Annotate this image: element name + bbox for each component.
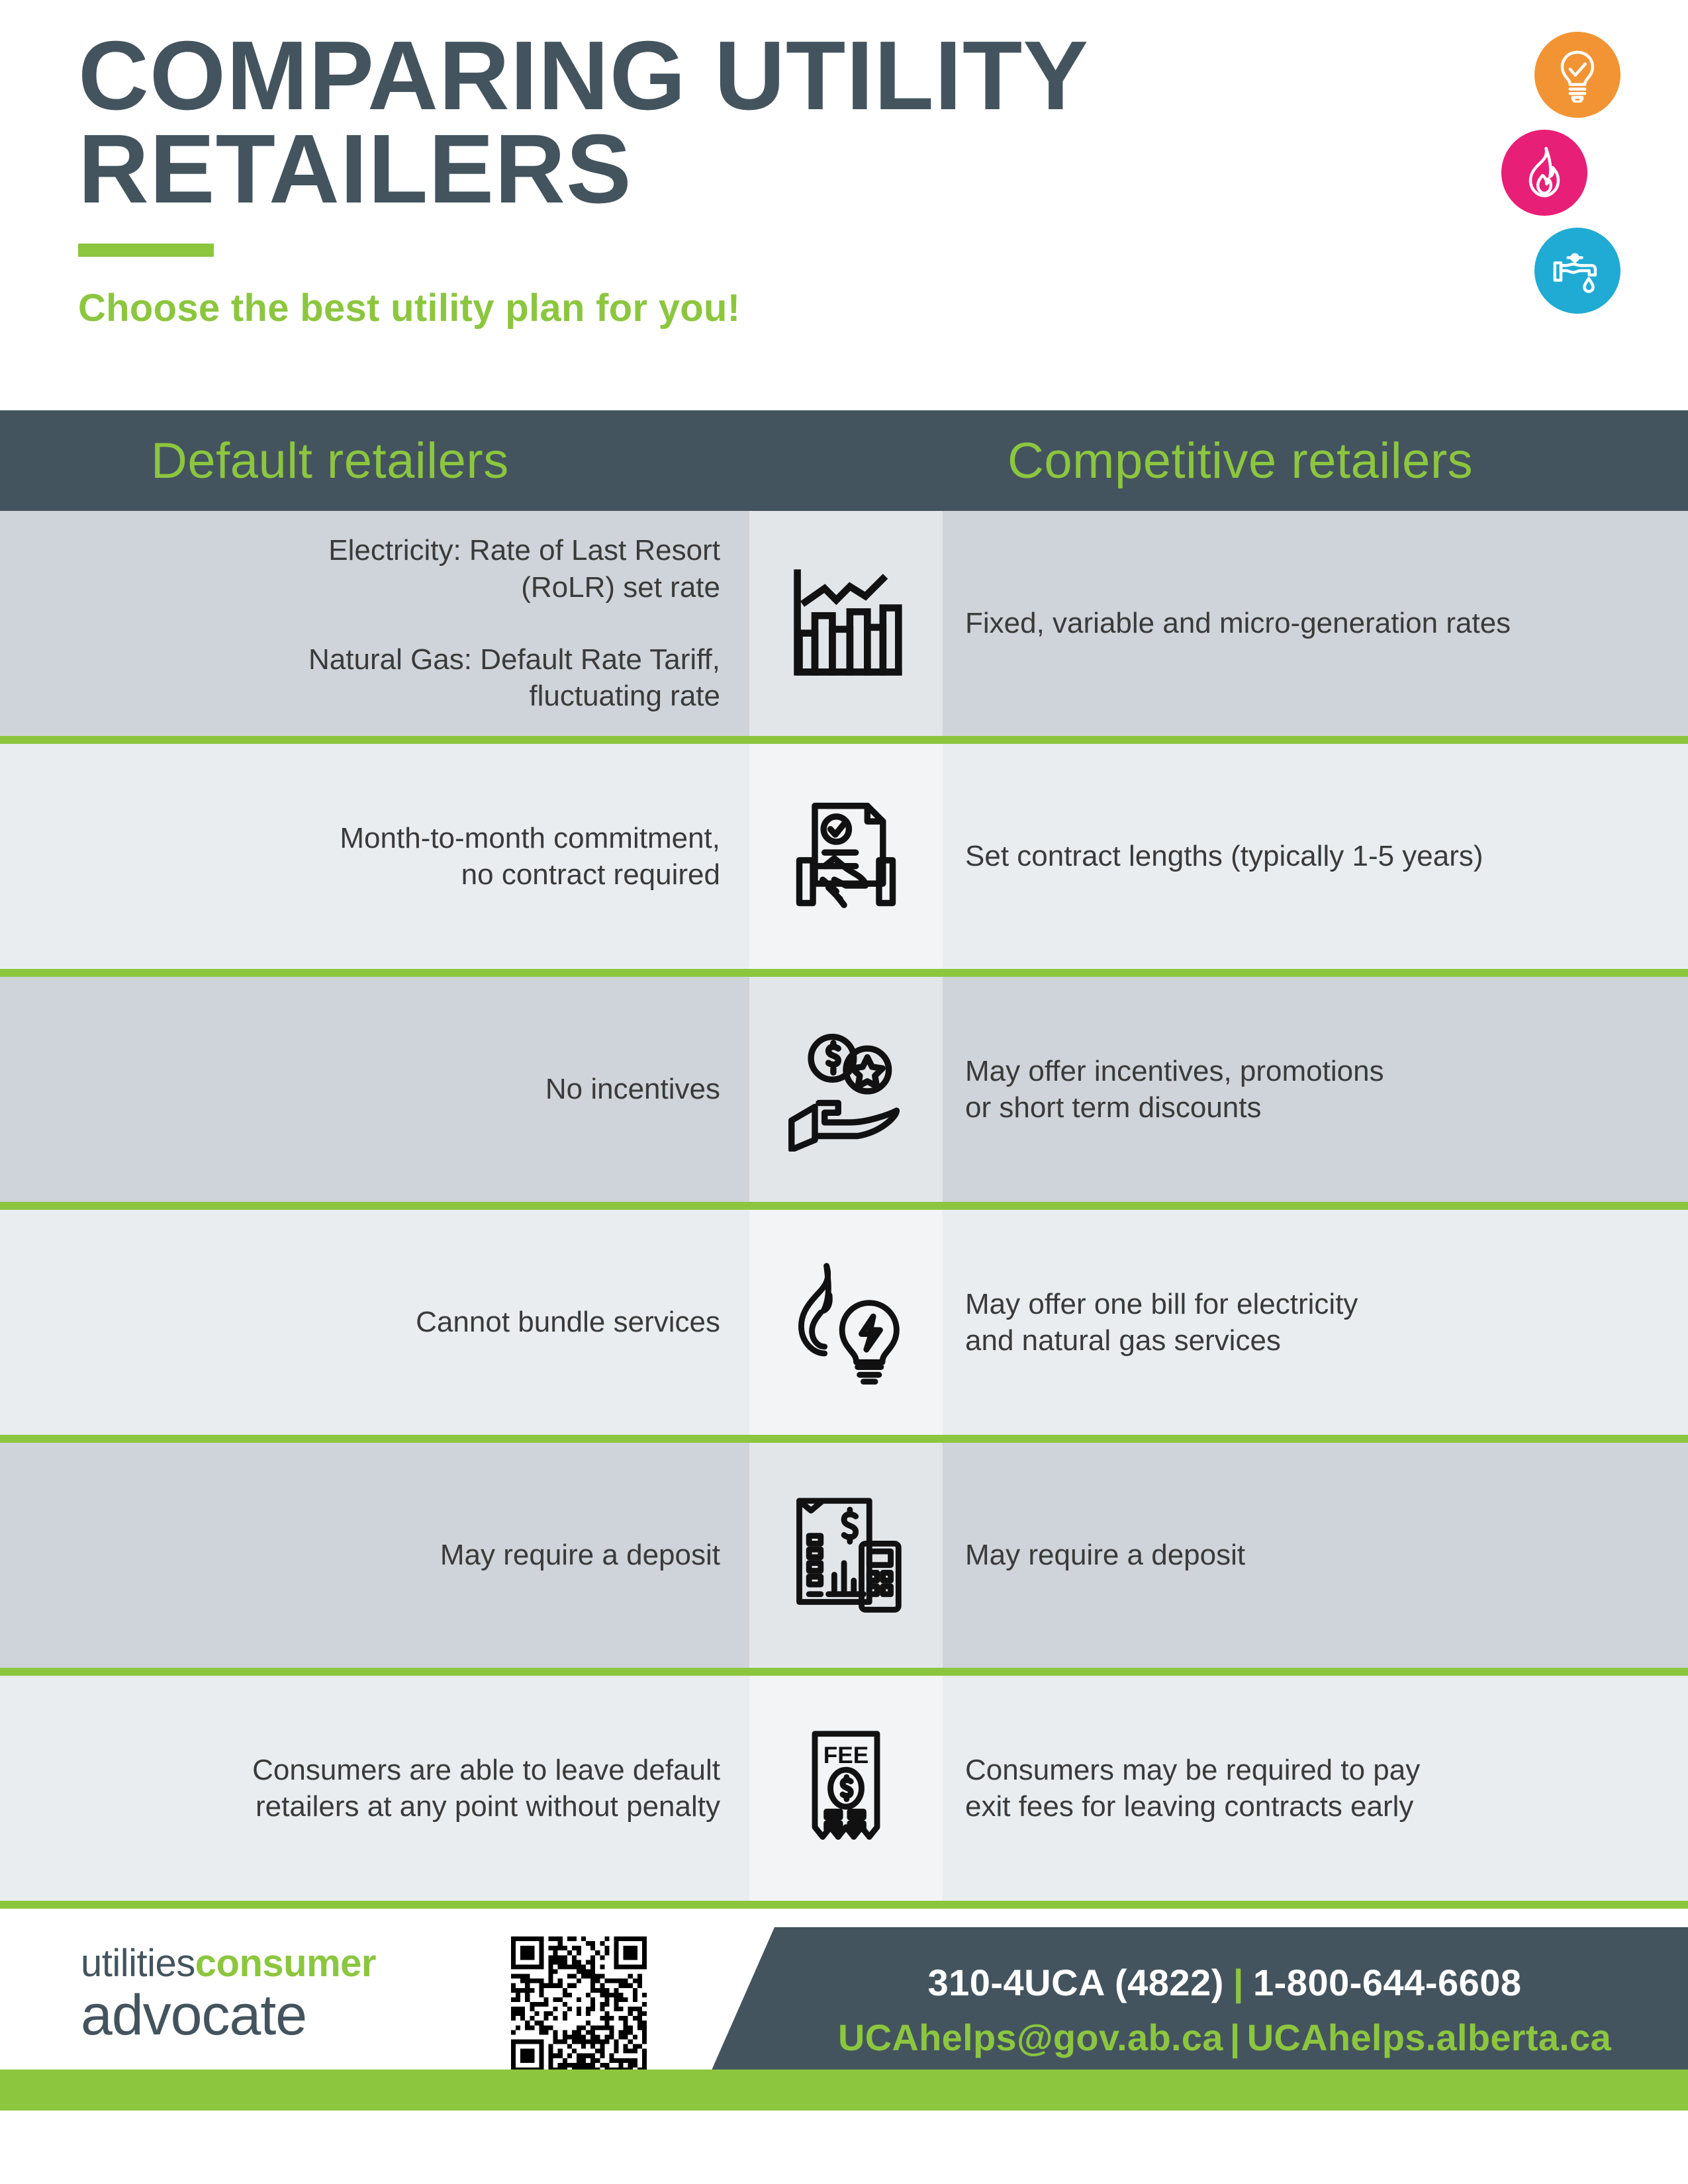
cell-text: Electricity: Rate of Last Resort (RoLR) … [328, 534, 720, 604]
web-separator: | [1229, 2017, 1241, 2058]
cell-text: Consumers may be required to pay exit fe… [965, 1753, 1421, 1823]
row-divider [0, 969, 1688, 977]
title-block: COMPARING UTILITY RETAILERS Choose the b… [78, 21, 1270, 330]
cell-text: Fixed, variable and micro-generation rat… [965, 607, 1511, 640]
cell-default-retailer: No incentives [0, 977, 749, 1202]
water-tap-icon [1534, 228, 1620, 314]
cell-competitive-retailer: Fixed, variable and micro-generation rat… [943, 511, 1688, 736]
cell-default-retailer: Month-to-month commitment, no contract r… [0, 744, 749, 969]
phone-toll-free[interactable]: 1-800-644-6608 [1253, 1962, 1522, 2003]
logo-word-utilities: utilities [81, 1942, 195, 1985]
contact-email[interactable]: UCAhelps@gov.ab.ca [837, 2017, 1223, 2058]
cell-text: May require a deposit [965, 1539, 1246, 1572]
flame-icon [1501, 130, 1587, 216]
cell-default-retailer: Consumers are able to leave default reta… [0, 1676, 749, 1901]
accent-bar [78, 244, 214, 257]
invoice-calculator-icon [749, 1443, 943, 1668]
phone-separator: | [1233, 1962, 1244, 2003]
table-row: May require a deposit May require a depo… [0, 1443, 1688, 1668]
contact-phone-line: 310-4UCA (4822) | 1-800-644-6608 [927, 1961, 1521, 2004]
lightbulb-check-icon [1534, 32, 1620, 118]
cell-competitive-retailer: May require a deposit [943, 1443, 1688, 1668]
table-row: No incentives May offer incentives, prom… [0, 977, 1688, 1202]
cell-default-retailer: Cannot bundle services [0, 1210, 749, 1435]
cell-competitive-retailer: May offer incentives, promotions or shor… [943, 977, 1688, 1202]
row-divider [0, 736, 1688, 744]
logo-word-advocate: advocate [81, 1983, 307, 2047]
page-footer: utilitiesconsumer advocate 310-4UCA (482… [0, 1909, 1688, 2111]
cell-text: Natural Gas: Default Rate Tariff, fluctu… [308, 643, 720, 713]
footer-bottom-bar [0, 2070, 1688, 2111]
phone-local[interactable]: 310-4UCA (4822) [927, 1962, 1224, 2003]
table-row: Electricity: Rate of Last Resort (RoLR) … [0, 511, 1688, 736]
cell-default-retailer: May require a deposit [0, 1443, 749, 1668]
table-row: Consumers are able to leave default reta… [0, 1676, 1688, 1901]
cell-competitive-retailer: Set contract lengths (typically 1-5 year… [943, 744, 1688, 969]
cell-competitive-retailer: May offer one bill for electricity and n… [943, 1210, 1688, 1435]
contact-website[interactable]: UCAhelps.alberta.ca [1246, 2017, 1612, 2058]
page-header: COMPARING UTILITY RETAILERS Choose the b… [0, 0, 1688, 410]
cell-text: Set contract lengths (typically 1-5 year… [965, 840, 1483, 873]
cell-text: May offer incentives, promotions or shor… [965, 1054, 1384, 1124]
hand-coins-star-icon [749, 977, 943, 1202]
cell-text: No incentives [545, 1073, 720, 1106]
row-divider [0, 1435, 1688, 1443]
table-column-header: Default retailers Competitive retailers [0, 410, 1688, 511]
table-row: Month-to-month commitment, no contract r… [0, 744, 1688, 969]
comparison-table: Electricity: Rate of Last Resort (RoLR) … [0, 511, 1688, 1901]
contact-web-line: UCAhelps@gov.ab.ca | UCAhelps.alberta.ca [838, 2016, 1611, 2059]
flame-bulb-bolt-icon [749, 1210, 943, 1435]
fee-receipt-icon: FEE [749, 1676, 943, 1901]
cell-text: Cannot bundle services [416, 1306, 720, 1339]
bar-chart-icon [749, 511, 943, 736]
cell-competitive-retailer: Consumers may be required to pay exit fe… [943, 1676, 1688, 1901]
uca-logo: utilitiesconsumer advocate [81, 1942, 377, 2047]
column-header-default: Default retailers [151, 432, 509, 489]
row-divider [0, 1668, 1688, 1676]
cell-text: May require a deposit [440, 1539, 720, 1572]
cell-text: Month-to-month commitment, no contract r… [340, 821, 720, 891]
cell-text: May offer one bill for electricity and n… [965, 1287, 1358, 1357]
row-divider [0, 1202, 1688, 1210]
contract-handshake-icon [749, 744, 943, 969]
cell-default-retailer: Electricity: Rate of Last Resort (RoLR) … [0, 511, 749, 736]
page-title: COMPARING UTILITY RETAILERS [78, 21, 1088, 224]
logo-word-consumer: consumer [195, 1942, 377, 1985]
page-subtitle: Choose the best utility plan for you! [78, 287, 741, 330]
table-bottom-divider [0, 1901, 1688, 1909]
qr-code[interactable] [511, 1936, 647, 2072]
cell-text: Consumers are able to leave default reta… [252, 1753, 720, 1823]
logo-line-1: utilitiesconsumer [81, 1942, 377, 1985]
contact-panel: 310-4UCA (4822) | 1-800-644-6608 UCAhelps@… [702, 1927, 1688, 2093]
table-row: Cannot bundle services May offer one bil… [0, 1210, 1688, 1435]
svg-text:FEE: FEE [823, 1743, 869, 1768]
column-header-competitive: Competitive retailers [1008, 432, 1474, 489]
